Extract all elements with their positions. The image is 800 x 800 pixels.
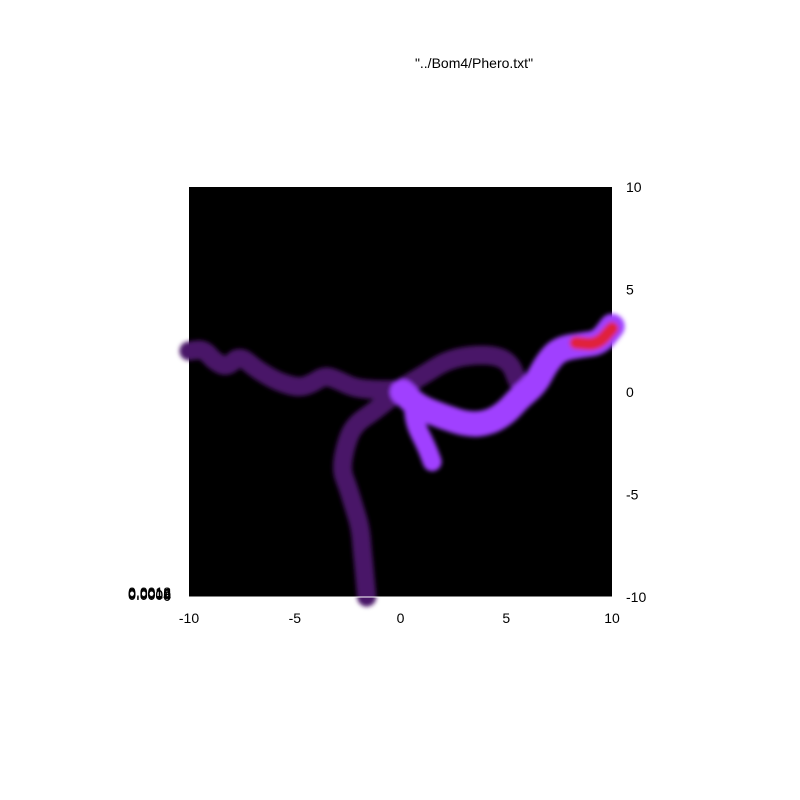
y-tick-label: 5	[626, 282, 634, 298]
z-tick-label: 0.0018	[128, 584, 171, 600]
trail-left-branch	[179, 340, 410, 400]
trail-upper-loop	[395, 345, 527, 396]
trail-short-spur	[403, 396, 442, 472]
trail-lower-branch	[333, 378, 413, 607]
trail-red-tip	[569, 322, 619, 351]
x-axis-ticks: -10 -5 0 5 10	[179, 610, 620, 626]
plot-frame	[179, 187, 625, 607]
z-tick-label: 0.0004	[128, 587, 171, 603]
trail-layer	[179, 313, 625, 607]
x-tick-label: -5	[289, 610, 302, 626]
x-tick-label: -10	[179, 610, 199, 626]
y-axis-ticks: 10 5 0 -5 -10	[626, 179, 646, 605]
z-tick-label: 0.0016	[128, 585, 171, 601]
z-tick-label: 0.0008	[128, 586, 171, 602]
z-tick-label: 0.0012	[128, 586, 171, 602]
chart-title: "../Bom4/Phero.txt"	[415, 55, 533, 71]
x-tick-label: 10	[604, 610, 620, 626]
trail-main-trail	[389, 313, 625, 437]
z-tick-label: 0	[163, 588, 171, 604]
x-tick-label: 5	[502, 610, 510, 626]
x-tick-label: 0	[397, 610, 405, 626]
y-tick-label: -10	[626, 589, 646, 605]
y-tick-label: -5	[626, 487, 639, 503]
y-tick-label: 0	[626, 384, 634, 400]
y-tick-label: 10	[626, 179, 642, 195]
